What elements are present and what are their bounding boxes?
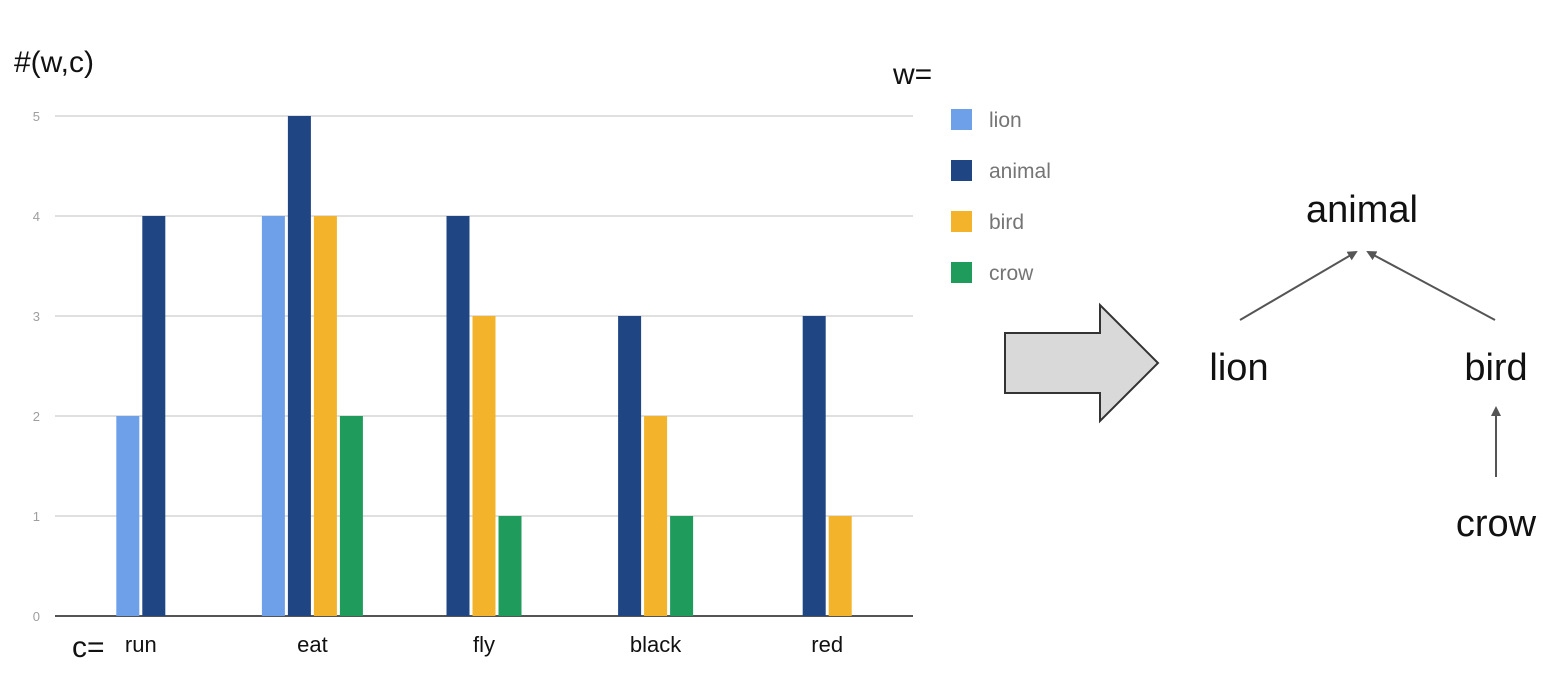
legend-title: w= bbox=[892, 58, 932, 91]
legend-label-lion: lion bbox=[989, 109, 1022, 132]
legend-label-animal: animal bbox=[989, 160, 1051, 183]
category-label-run: run bbox=[125, 632, 157, 657]
bar-black-animal bbox=[618, 316, 642, 616]
edge-lion-animal bbox=[1239, 250, 1358, 321]
legend-label-bird: bird bbox=[989, 211, 1024, 234]
bar-run-animal bbox=[142, 216, 166, 616]
y-tick-label: 5 bbox=[33, 109, 40, 124]
bar-fly-crow bbox=[498, 516, 522, 616]
legend: lion animal bird crow bbox=[951, 109, 1051, 285]
bar-eat-animal bbox=[287, 116, 311, 616]
y-tick-label: 4 bbox=[33, 209, 40, 224]
legend-swatch-bird bbox=[951, 211, 972, 232]
bars bbox=[116, 116, 852, 616]
y-tick-label: 3 bbox=[33, 309, 40, 324]
y-tick-label: 2 bbox=[33, 409, 40, 424]
category-label-black: black bbox=[630, 632, 682, 657]
legend-label-crow: crow bbox=[989, 262, 1034, 285]
bar-red-bird bbox=[828, 516, 852, 616]
y-tick-labels: 0 1 2 3 4 5 bbox=[33, 109, 40, 624]
bar-black-bird bbox=[644, 416, 668, 616]
node-lion: lion bbox=[1209, 347, 1268, 389]
bar-eat-lion bbox=[261, 216, 285, 616]
category-axis-label: c= bbox=[72, 631, 105, 664]
bar-fly-animal bbox=[446, 216, 470, 616]
category-label-fly: fly bbox=[473, 632, 495, 657]
legend-swatch-lion bbox=[951, 109, 972, 130]
edge-bird-animal bbox=[1366, 251, 1496, 321]
category-label-red: red bbox=[811, 632, 843, 657]
legend-swatch-animal bbox=[951, 160, 972, 181]
bar-red-animal bbox=[802, 316, 826, 616]
bar-eat-crow bbox=[339, 416, 363, 616]
y-tick-label: 0 bbox=[33, 609, 40, 624]
node-animal: animal bbox=[1306, 189, 1418, 231]
y-tick-label: 1 bbox=[33, 509, 40, 524]
category-labels: run eat fly black red bbox=[125, 632, 843, 657]
bar-black-crow bbox=[670, 516, 694, 616]
category-label-eat: eat bbox=[297, 632, 328, 657]
bar-fly-bird bbox=[472, 316, 496, 616]
node-bird: bird bbox=[1464, 347, 1527, 389]
bar-run-lion bbox=[116, 416, 140, 616]
y-axis-label: #(w,c) bbox=[14, 46, 94, 79]
transition-arrow-icon bbox=[1004, 302, 1160, 424]
bar-eat-bird bbox=[313, 216, 337, 616]
legend-swatch-crow bbox=[951, 262, 972, 283]
node-crow: crow bbox=[1456, 503, 1537, 545]
